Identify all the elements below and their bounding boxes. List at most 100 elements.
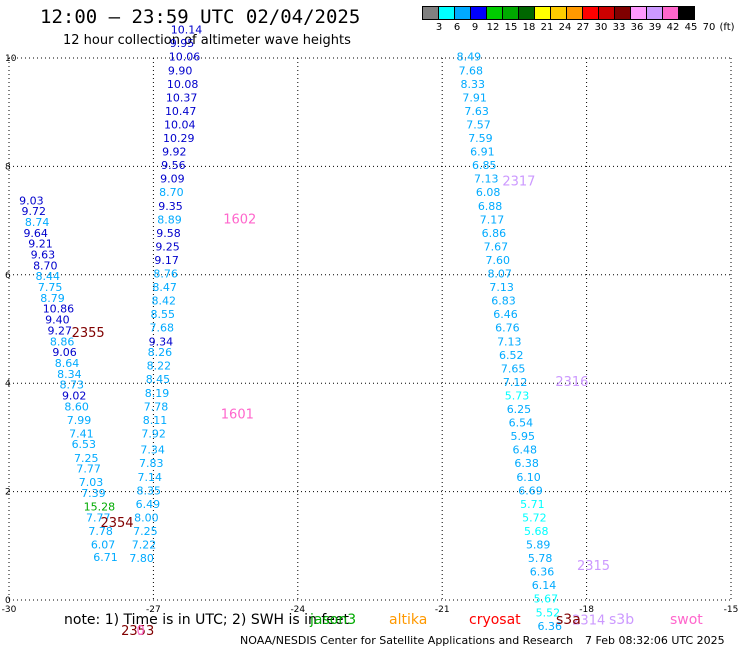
wave-height-value: 9.95 (170, 37, 195, 50)
wave-height-value: 9.06 (52, 346, 77, 359)
wave-height-value: 7.17 (480, 213, 505, 226)
wave-height-value: 8.35 (137, 484, 162, 497)
wave-height-value: 6.69 (518, 484, 543, 497)
wave-height-value: 6.10 (516, 471, 541, 484)
wave-height-value: 8.86 (50, 335, 74, 348)
y-tick-label: 2 (5, 488, 11, 498)
legend-label: 15 (504, 22, 518, 33)
wave-height-value: 9.58 (156, 227, 181, 240)
wave-height-value: 5.71 (520, 498, 545, 511)
wave-height-value: 9.63 (31, 249, 56, 262)
x-tick-label: -27 (146, 605, 161, 615)
y-tick-label: 6 (5, 271, 11, 281)
wave-height-value: 8.70 (159, 186, 184, 199)
wave-height-value: 6.85 (472, 159, 497, 172)
wave-height-value: 10.06 (169, 51, 201, 64)
wave-height-value: 8.74 (25, 216, 50, 229)
legend-label: 12 (486, 22, 500, 33)
legend-label: 30 (594, 22, 608, 33)
wave-height-value: 8.49 (457, 51, 482, 64)
legend-label: 3 (435, 22, 443, 33)
wave-height-value: 5.95 (511, 430, 535, 443)
wave-height-value: 7.63 (464, 105, 489, 118)
legend-label: 9 (471, 22, 479, 33)
wave-height-value: 6.38 (514, 457, 539, 470)
footer-note: note: 1) Time is in UTC; 2) SWH is in fe… (64, 612, 703, 628)
wave-height-value: 7.78 (88, 525, 113, 538)
satellite-legend-cryosat: cryosat (469, 612, 521, 628)
wave-height-value: 7.34 (140, 444, 165, 457)
chart-title: 12:00 – 23:59 UTC 02/04/2025 (40, 6, 361, 28)
wave-height-value: 7.91 (462, 91, 487, 104)
generation-timestamp: 7 Feb 08:32:06 UTC 2025 (585, 634, 725, 647)
pass-number-label: 2315 (577, 559, 610, 574)
wave-height-value: 9.72 (22, 205, 47, 218)
wave-height-value: 7.68 (150, 322, 175, 335)
wave-height-value: 7.41 (69, 427, 94, 440)
wave-height-value: 7.65 (501, 362, 526, 375)
wave-height-value: 6.76 (495, 322, 520, 335)
wave-height-value: 8.60 (64, 400, 89, 413)
wave-height-value: 10.86 (43, 303, 74, 316)
wave-height-value: 5.73 (505, 389, 529, 402)
wave-height-value: 8.42 (151, 295, 176, 308)
wave-height-value: 6.71 (93, 551, 118, 564)
wave-height-value: 7.99 (67, 414, 92, 427)
color-legend-labels: 3 6 9 12 15 18 21 24 27 30 33 36 39 42 45 70 (ft) (430, 22, 736, 33)
wave-height-value: 6.91 (470, 146, 495, 159)
wave-height-value: 7.83 (139, 457, 164, 470)
wave-height-value: 9.90 (168, 64, 193, 77)
wave-height-value: 8.22 (147, 360, 172, 373)
wave-height-value: 8.19 (145, 387, 170, 400)
pass-number-label: 2354 (100, 516, 133, 531)
wave-height-value: 7.80 (129, 552, 154, 565)
wave-height-value: 7.13 (474, 173, 499, 186)
wave-height-value: 6.46 (493, 308, 517, 321)
wave-height-value: 10.04 (164, 118, 196, 131)
wave-height-value: 9.21 (28, 238, 53, 251)
x-tick-label: -15 (724, 605, 739, 615)
pass-number-label: 2314 (572, 613, 605, 628)
pass-number-label: 1602 (223, 212, 256, 227)
wave-height-value: 9.17 (154, 254, 179, 267)
satellite-legend-swot: swot (670, 612, 703, 628)
wave-height-value: 8.79 (40, 292, 65, 305)
legend-swatch (678, 6, 695, 20)
wave-height-value: 5.67 (534, 593, 559, 606)
wave-height-value: 8.45 (146, 373, 171, 386)
pass-number-label: 2316 (555, 375, 588, 390)
credit-line: NOAA/NESDIS Center for Satellite Applica… (240, 634, 574, 647)
wave-height-value: 8.11 (143, 414, 168, 427)
wave-height-value: 15.28 (84, 501, 116, 514)
wave-height-value: 7.13 (489, 281, 514, 294)
wave-height-value: 7.13 (497, 335, 522, 348)
legend-label: 36 (630, 22, 644, 33)
wave-height-value: 7.59 (468, 132, 493, 145)
wave-height-value: 7.25 (133, 525, 158, 538)
wave-height-value: 6.07 (91, 539, 116, 552)
x-tick-label: -24 (290, 605, 305, 615)
wave-height-value: 7.22 (132, 539, 157, 552)
legend-label: 6 (453, 22, 461, 33)
wave-height-value: 8.70 (33, 259, 58, 272)
satellite-legend-s3b: s3b (609, 612, 635, 628)
wave-height-value: 8.26 (148, 346, 173, 359)
wave-height-value: 5.68 (524, 525, 549, 538)
wave-height-value: 8.00 (134, 511, 159, 524)
wave-height-value: 7.57 (466, 118, 491, 131)
wave-height-value: 10.37 (166, 91, 198, 104)
wave-height-value: 7.77 (76, 463, 101, 476)
wave-height-value: 6.49 (136, 498, 161, 511)
wave-height-value: 7.25 (74, 452, 99, 465)
wave-height-value: 9.02 (62, 389, 87, 402)
wave-height-value: 7.77 (86, 511, 111, 524)
wave-height-value: 8.47 (152, 281, 177, 294)
legend-label: 45 (684, 22, 698, 33)
wave-height-value: 6.88 (478, 200, 503, 213)
legend-label: 39 (648, 22, 662, 33)
wave-height-value: 8.73 (60, 379, 85, 392)
wave-height-value: 8.55 (151, 308, 176, 321)
pass-number-label: 1601 (221, 407, 254, 422)
wave-height-value: 6.14 (532, 579, 557, 592)
